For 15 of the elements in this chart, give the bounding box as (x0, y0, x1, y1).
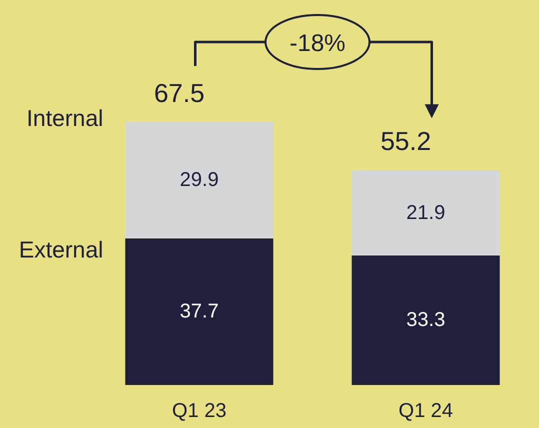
bar (352, 170, 500, 256)
text: -18% (289, 30, 346, 57)
series-label: Internal (26, 105, 104, 132)
x-tick-label: Q1 24 (398, 400, 453, 422)
data-label: 21.9 (406, 202, 446, 224)
bar (352, 255, 500, 385)
data-label: 29.9 (180, 169, 219, 192)
total-label: 67.5 (154, 78, 205, 108)
series-label: External (18, 236, 104, 263)
bar (125, 238, 274, 385)
total-label: 55.2 (380, 126, 432, 156)
data-label: 33.3 (406, 309, 446, 332)
data-label: 37.7 (180, 300, 219, 323)
bar (125, 122, 274, 238)
x-tick-label: Q1 23 (172, 400, 226, 422)
